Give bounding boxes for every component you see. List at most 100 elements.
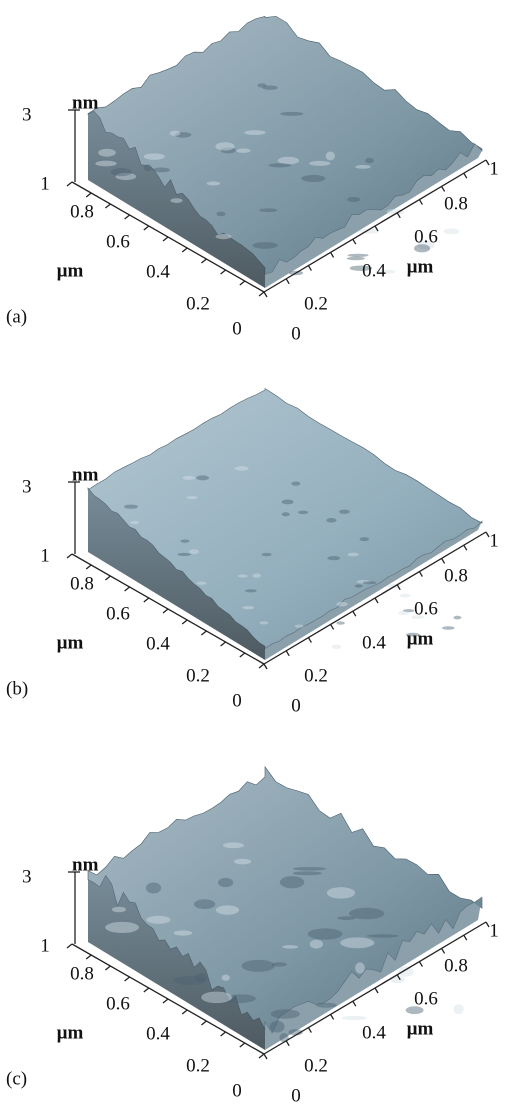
right-tick-label: 1 bbox=[489, 920, 499, 941]
surface-texture bbox=[242, 606, 254, 609]
surface-texture bbox=[189, 549, 199, 554]
surface-texture bbox=[244, 130, 265, 135]
right-tick-label: 0.8 bbox=[444, 565, 468, 586]
surface-texture bbox=[262, 86, 277, 90]
left-axis-tick bbox=[125, 215, 130, 219]
right-tick-label: 0.2 bbox=[304, 1055, 328, 1076]
right-tick-label: 1 bbox=[489, 530, 499, 551]
left-axis-tick bbox=[201, 1021, 206, 1025]
surface-texture bbox=[170, 198, 182, 203]
surface-texture bbox=[278, 157, 300, 165]
surface-texture bbox=[363, 581, 377, 584]
z-unit: nm bbox=[72, 92, 99, 113]
surface-texture bbox=[144, 153, 165, 160]
left-axis-unit: µm bbox=[57, 632, 84, 653]
left-tick-label: 0 bbox=[232, 690, 242, 711]
left-tick-label: 0 bbox=[232, 1080, 242, 1101]
left-axis-tick bbox=[240, 281, 245, 285]
surface-texture bbox=[347, 553, 359, 557]
right-axis-tick bbox=[286, 651, 289, 656]
surface-texture bbox=[365, 158, 374, 163]
surface-texture bbox=[400, 593, 411, 597]
right-axis-tick bbox=[331, 252, 334, 257]
surface-texture bbox=[316, 1003, 337, 1008]
surface-texture bbox=[339, 510, 350, 514]
surface-texture bbox=[327, 887, 355, 898]
surface-texture bbox=[280, 876, 305, 888]
right-axis-tick bbox=[419, 200, 422, 205]
surface-texture bbox=[196, 475, 209, 480]
surface-texture bbox=[238, 574, 248, 577]
surface-texture bbox=[245, 589, 257, 592]
right-tick-label: 0.6 bbox=[414, 988, 438, 1009]
surface-texture bbox=[298, 511, 308, 514]
surface-texture bbox=[271, 1009, 300, 1018]
z-value: 3 bbox=[22, 476, 32, 497]
surface-texture bbox=[201, 992, 232, 1003]
left-tick-label: 0.2 bbox=[186, 293, 210, 314]
panel-label: (b) bbox=[6, 678, 28, 699]
left-axis-tick bbox=[125, 977, 130, 981]
surface-texture bbox=[398, 966, 413, 977]
left-tick-label: 0.8 bbox=[70, 963, 94, 984]
surface-texture bbox=[301, 175, 325, 182]
left-axis-tick bbox=[163, 999, 168, 1003]
surface-texture bbox=[177, 553, 191, 556]
surface-texture bbox=[332, 645, 341, 649]
panel-label: (a) bbox=[6, 306, 27, 327]
surface-texture bbox=[98, 149, 116, 157]
surface-texture bbox=[105, 922, 139, 933]
surface-texture bbox=[326, 152, 335, 161]
surface-texture bbox=[337, 916, 355, 920]
right-axis-unit: µm bbox=[407, 1018, 434, 1039]
left-axis-tick bbox=[182, 1010, 187, 1014]
left-axis-tick bbox=[259, 664, 264, 668]
left-tick-label: 1 bbox=[40, 545, 50, 566]
right-tick-label: 0.6 bbox=[414, 226, 438, 247]
right-tick-label: 1 bbox=[489, 158, 499, 179]
right-tick-label: 0.4 bbox=[362, 1022, 386, 1043]
right-tick-label: 0 bbox=[291, 695, 301, 716]
left-axis-tick bbox=[221, 270, 226, 274]
surface-texture bbox=[217, 212, 226, 217]
surface-texture bbox=[282, 945, 298, 948]
surface-texture bbox=[442, 626, 455, 629]
surface-texture bbox=[111, 168, 132, 176]
surface-texture bbox=[236, 148, 250, 152]
left-axis-tick bbox=[259, 1054, 264, 1058]
surface-texture bbox=[112, 907, 126, 913]
right-axis-tick bbox=[264, 664, 267, 669]
left-tick-label: 1 bbox=[40, 935, 50, 956]
left-axis-tick bbox=[144, 226, 149, 230]
surface-texture bbox=[215, 142, 234, 150]
surface-texture bbox=[347, 197, 360, 202]
right-axis-tick bbox=[442, 558, 445, 563]
surface-texture bbox=[336, 621, 345, 624]
left-axis-tick bbox=[105, 204, 110, 208]
figure: 3nm10.80.60.40.20µm00.20.40.60.81µm(a)3n… bbox=[0, 0, 509, 1118]
right-tick-label: 0.8 bbox=[444, 193, 468, 214]
right-tick-label: 0 bbox=[291, 1085, 301, 1106]
left-tick-label: 0.6 bbox=[106, 603, 130, 624]
right-axis-tick bbox=[331, 624, 334, 629]
panel: 3nm10.80.60.40.20µm00.20.40.60.81µm(c) bbox=[6, 767, 499, 1107]
surface-texture bbox=[241, 960, 274, 972]
surface-texture bbox=[153, 168, 170, 173]
left-axis-tick bbox=[144, 988, 149, 992]
surface-texture bbox=[223, 842, 244, 848]
left-axis-tick bbox=[240, 653, 245, 657]
surface-texture bbox=[222, 975, 230, 981]
right-axis-tick bbox=[331, 1014, 334, 1019]
surface-texture bbox=[130, 521, 139, 524]
surface-texture bbox=[309, 161, 330, 166]
surface-texture bbox=[282, 512, 290, 516]
right-axis-tick bbox=[464, 173, 467, 178]
left-tick-label: 0.2 bbox=[186, 1055, 210, 1076]
surface-texture bbox=[146, 916, 170, 924]
surface-texture bbox=[355, 584, 363, 587]
right-axis-tick bbox=[264, 1054, 267, 1059]
right-axis-tick bbox=[442, 948, 445, 953]
surface-texture bbox=[295, 625, 304, 628]
z-unit: nm bbox=[72, 854, 99, 875]
left-axis-tick bbox=[221, 1032, 226, 1036]
